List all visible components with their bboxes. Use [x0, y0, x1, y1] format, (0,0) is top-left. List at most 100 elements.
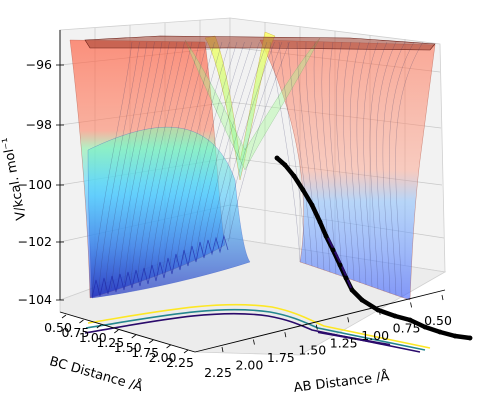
surface-valley	[87, 126, 251, 299]
x-tick-mark	[378, 309, 381, 315]
mesh-line	[98, 41, 140, 294]
x-tick-label: 2.25	[204, 365, 232, 380]
x-tick-mark	[410, 302, 412, 308]
mesh-line	[104, 41, 148, 291]
mesh-line	[143, 41, 193, 276]
x-tick-label: 0.50	[424, 313, 452, 328]
mesh-line	[215, 41, 275, 247]
x-tick-label: 0.75	[393, 320, 421, 335]
y-tick-label: 1.00	[79, 330, 107, 345]
mesh-line	[176, 41, 230, 263]
y-tick-label: 0.50	[44, 320, 72, 335]
x-tick-label: 1.00	[361, 328, 389, 343]
mesh-line	[395, 41, 424, 298]
trajectory-point	[300, 187, 306, 193]
contour-line	[317, 330, 391, 347]
y-tick-mark	[131, 334, 136, 339]
x-axis-line	[194, 289, 446, 353]
mesh-line	[163, 41, 215, 268]
floor-contours	[84, 303, 431, 353]
mesh-line	[208, 41, 268, 250]
x-axis-ticks: 2.25 2.00 1.75 1.50 1.25 1.00 0.75 0.50	[204, 294, 452, 380]
mesh-line	[349, 41, 361, 284]
mesh-line	[278, 41, 307, 265]
trajectory-point	[343, 275, 349, 281]
y-tick-mark	[61, 314, 67, 319]
trajectory-point	[349, 287, 355, 293]
mesh-line	[356, 41, 370, 286]
y-tick-label: 1.50	[114, 340, 142, 355]
x-axis-label: AB Distance /Å	[293, 368, 391, 396]
mesh-line	[336, 41, 349, 279]
trajectory-point	[317, 219, 323, 225]
z-axis-ticks: −96 −98 −100 −102 −104	[18, 57, 64, 307]
mesh-line	[305, 41, 325, 271]
x-tick-label: 2.00	[236, 358, 264, 373]
mesh-line	[328, 41, 343, 277]
trajectory-point	[323, 233, 329, 239]
axes-lines	[59, 30, 446, 353]
x-tick-mark	[347, 317, 350, 323]
mesh-line	[382, 41, 406, 294]
y-tick-label: 2.25	[166, 355, 194, 370]
trajectory-point	[330, 247, 336, 253]
trajectory-point	[437, 329, 443, 335]
mesh-line	[117, 41, 163, 286]
surface-mesh-lines	[91, 41, 424, 298]
x-tick-label: 1.75	[267, 350, 295, 365]
y-axis-ticks: 0.500.751.001.251.501.752.002.25	[44, 314, 194, 370]
mesh-line	[321, 41, 337, 275]
y-tick-label: 1.75	[131, 345, 159, 360]
mesh-line	[91, 41, 133, 297]
trajectory-point	[274, 155, 280, 161]
z-tick-label: −104	[18, 292, 52, 307]
x-tick-label: 1.25	[330, 335, 358, 350]
y-tick-mark	[96, 324, 102, 329]
trajectory-point	[467, 335, 473, 341]
mesh-line	[269, 41, 301, 263]
mesh-line	[156, 41, 208, 271]
mesh-line	[287, 41, 313, 267]
surface-spikes	[91, 234, 229, 299]
mesh-line	[221, 41, 283, 245]
reaction-trajectory	[274, 155, 473, 341]
x-tick-mark	[221, 346, 224, 353]
mesh-line	[195, 41, 253, 255]
mesh-line	[137, 41, 185, 278]
y-tick-label: 0.75	[62, 325, 90, 340]
mesh-line	[111, 41, 155, 289]
mesh-line	[150, 41, 200, 273]
trajectory-point	[291, 173, 297, 179]
contour-line	[87, 303, 431, 349]
y-tick-label: 2.00	[149, 350, 177, 365]
y-tick-mark	[183, 349, 189, 354]
mesh-line	[376, 41, 397, 292]
x-tick-mark	[253, 339, 255, 345]
z-tick-label: −102	[18, 234, 52, 249]
mesh-line	[389, 41, 415, 296]
mesh-line	[130, 41, 178, 281]
trajectory-point	[309, 202, 315, 208]
x-tick-label: 1.50	[298, 343, 326, 358]
trajectory-highlight	[327, 237, 353, 291]
z-tick-label: −96	[26, 57, 52, 72]
surface-top-plateau	[84, 35, 436, 51]
mesh-line	[124, 41, 170, 284]
trajectory-point	[392, 313, 398, 319]
mesh-line	[202, 41, 260, 252]
mesh-line	[369, 41, 388, 290]
trajectory-point	[359, 297, 365, 303]
y-tick-mark	[79, 319, 84, 324]
trajectory-point	[337, 262, 343, 268]
y-axis-line	[59, 311, 196, 353]
z-tick-label: −98	[26, 117, 52, 132]
trajectory-point	[282, 162, 288, 168]
surface-saddle	[204, 31, 276, 181]
x-tick-mark	[284, 332, 287, 338]
mesh-line	[343, 41, 355, 281]
z-tick-label: −100	[18, 177, 52, 192]
mesh-line	[296, 41, 319, 269]
x-tick-mark	[441, 294, 444, 301]
mesh-line	[169, 41, 223, 265]
